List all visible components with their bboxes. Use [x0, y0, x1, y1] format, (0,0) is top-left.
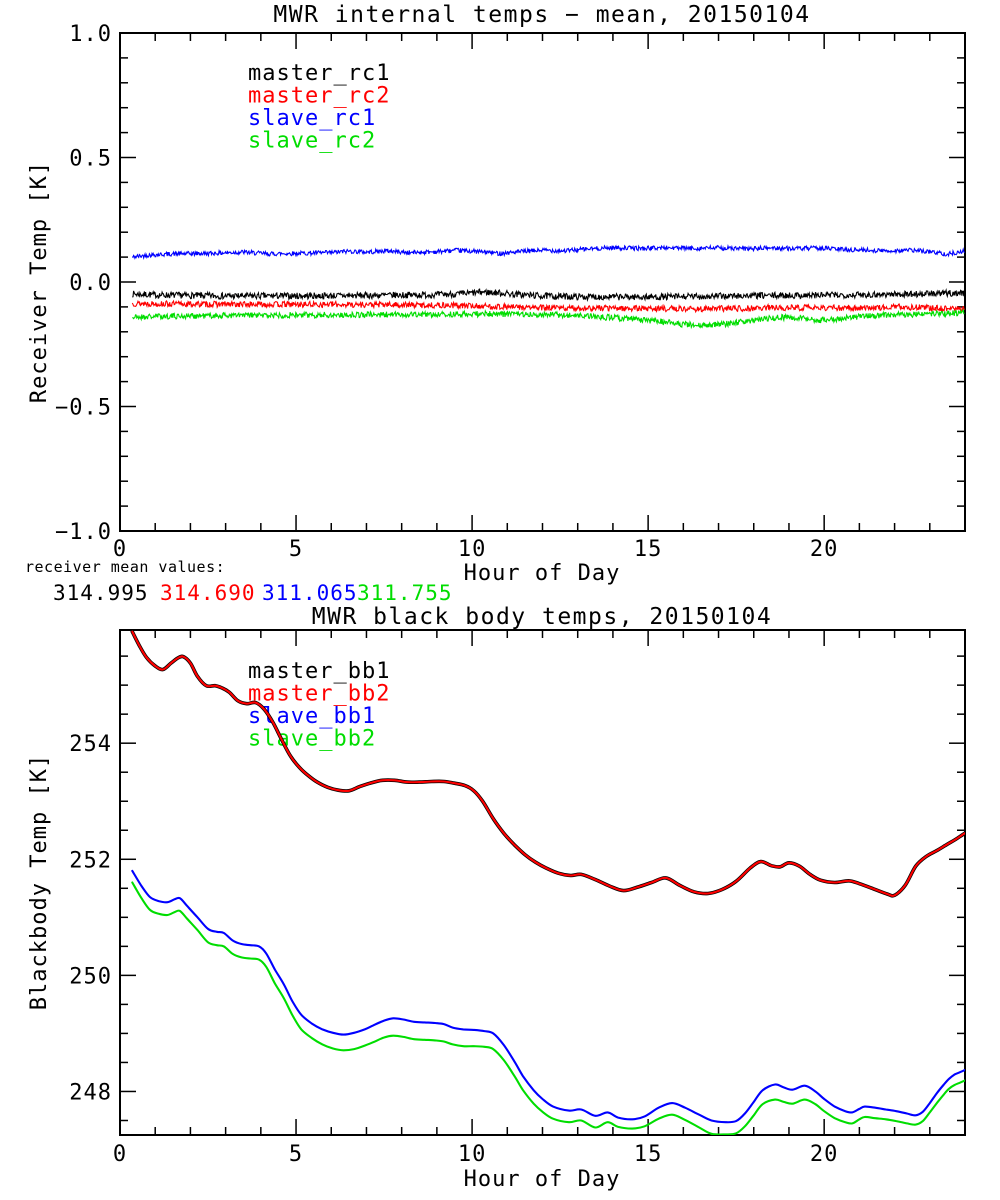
series-slave_rc2 — [132, 308, 965, 330]
series-group — [131, 243, 965, 330]
axes-box — [119, 32, 966, 532]
series-group — [130, 630, 965, 1135]
receiver-mean-value-3: 311.755 — [357, 581, 453, 605]
panel-0: MWR internal temps − mean, 20150104 Hour … — [27, 2, 966, 586]
legend-item-master_rc2: master_rc2 — [248, 84, 390, 109]
x-tick-label: 5 — [289, 537, 303, 562]
y-tick-label: 254 — [69, 732, 112, 757]
receiver-means-row: receiver mean values: 314.995 314.690 311.0… — [25, 558, 453, 605]
series-slave_bb1 — [131, 869, 965, 1124]
chart-title: MWR black body temps, 20150104 — [312, 604, 772, 630]
x-tick-label: 0 — [113, 537, 127, 562]
legend-item-master_bb2: master_bb2 — [248, 682, 390, 707]
series-slave_rc1 — [131, 243, 965, 261]
series-master_bb2 — [131, 630, 965, 897]
y-tick-label: 250 — [69, 964, 112, 989]
y-tick-label: 0.0 — [69, 271, 112, 296]
y-tick-label: 252 — [69, 848, 112, 873]
x-tick-label: 10 — [458, 537, 487, 562]
x-axis-label: Hour of Day — [464, 1167, 621, 1192]
x-tick-label: 15 — [634, 537, 663, 562]
y-axis-label: Receiver Temp [K] — [27, 161, 52, 403]
legend-item-slave_rc1: slave_rc1 — [248, 106, 376, 131]
legend-item-master_rc1: master_rc1 — [248, 61, 390, 86]
legend-item-master_bb1: master_bb1 — [248, 659, 390, 684]
x-axis-label: Hour of Day — [464, 561, 621, 586]
chart-title: MWR internal temps − mean, 20150104 — [273, 2, 810, 28]
x-tick-label: 0 — [113, 1142, 127, 1167]
y-tick-label: −1.0 — [55, 520, 112, 545]
receiver-mean-value-1: 314.690 — [160, 581, 256, 605]
x-tick-label: 5 — [289, 1142, 303, 1167]
y-axis-label: Blackbody Temp [K] — [27, 754, 52, 1010]
legend-item-slave_rc2: slave_rc2 — [248, 129, 376, 154]
x-tick-label: 20 — [810, 537, 839, 562]
panel-1: MWR black body temps, 20150104 Hour of Da… — [27, 604, 966, 1192]
y-tick-label: 0.5 — [69, 147, 112, 172]
x-tick-label: 20 — [810, 1142, 839, 1167]
series-slave_bb2 — [131, 881, 965, 1135]
series-master_rc1 — [132, 288, 965, 303]
series-master_rc2 — [131, 299, 965, 314]
receiver-mean-value-0: 314.995 — [53, 581, 149, 605]
y-tick-label: 248 — [69, 1080, 112, 1105]
legend-item-slave_bb2: slave_bb2 — [248, 727, 376, 752]
receiver-mean-value-2: 311.065 — [262, 581, 358, 605]
x-tick-label: 10 — [458, 1142, 487, 1167]
y-tick-label: 1.0 — [69, 22, 112, 47]
x-tick-label: 15 — [634, 1142, 663, 1167]
receiver-means-label: receiver mean values: — [25, 558, 225, 576]
y-tick-label: −0.5 — [55, 396, 112, 421]
